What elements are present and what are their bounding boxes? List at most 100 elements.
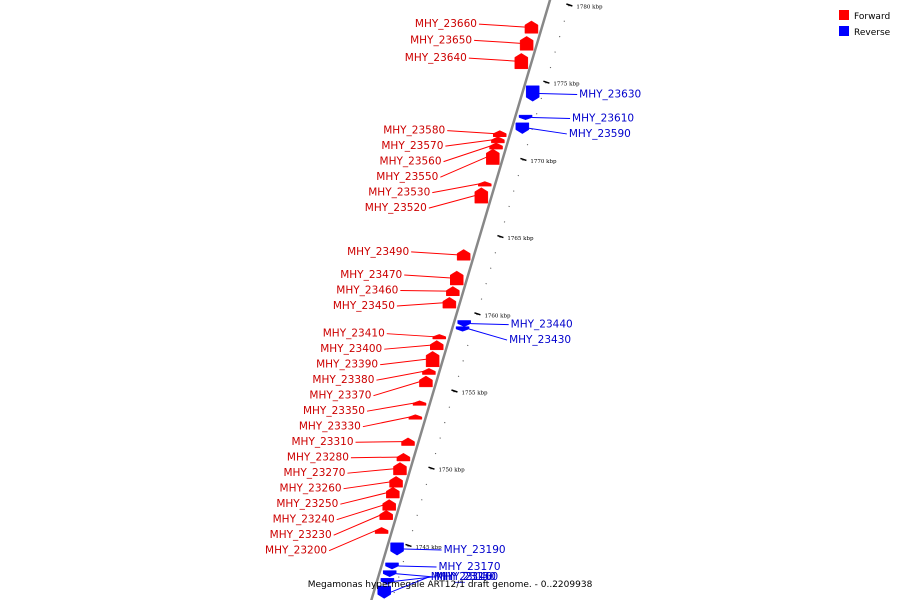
gene-label[interactable]: MHY_23660 xyxy=(415,18,477,30)
gene-arrow-mhy-23350[interactable] xyxy=(412,400,427,406)
leader-line xyxy=(443,145,491,163)
leader-line xyxy=(336,504,384,521)
gene-label[interactable]: MHY_23140 xyxy=(431,571,493,583)
gene-label[interactable]: MHY_23650 xyxy=(410,34,472,46)
leader-line xyxy=(440,156,488,178)
major-tick xyxy=(497,234,504,239)
gene-arrow-mhy-23310[interactable] xyxy=(401,437,415,446)
gene-arrow-mhy-23380[interactable] xyxy=(422,368,436,375)
gene-arrow-mhy-23240[interactable] xyxy=(382,499,396,511)
gene-arrow-mhy-23650[interactable] xyxy=(519,36,534,51)
gene-label[interactable]: MHY_23570 xyxy=(381,140,443,152)
gene-arrow-mhy-23400[interactable] xyxy=(430,340,444,351)
gene-arrow-mhy-23440[interactable] xyxy=(457,320,471,327)
gene-arrow-mhy-23580[interactable] xyxy=(492,130,507,137)
gene-arrow-mhy-23560[interactable] xyxy=(489,142,503,150)
minor-tick xyxy=(448,406,451,408)
leader-line xyxy=(366,402,415,412)
gene-label[interactable]: MHY_23330 xyxy=(299,421,361,433)
gene-label[interactable]: MHY_23400 xyxy=(320,343,382,355)
leader-line xyxy=(350,456,398,459)
gene-label[interactable]: MHY_23380 xyxy=(312,374,374,386)
gene-label[interactable]: MHY_23560 xyxy=(380,156,442,168)
gene-arrow-mhy-23460[interactable] xyxy=(446,286,460,297)
gene-arrow-mhy-23550[interactable] xyxy=(486,148,500,165)
gene-label[interactable]: MHY_23370 xyxy=(309,390,371,402)
gene-arrow-mhy-23200[interactable] xyxy=(374,527,389,534)
gene-arrow-mhy-23150[interactable] xyxy=(380,578,395,585)
gene-label[interactable]: MHY_23310 xyxy=(291,436,353,448)
gene-arrow-mhy-23190[interactable] xyxy=(390,542,404,556)
leader-line xyxy=(539,93,578,96)
gene-arrow-mhy-23530[interactable] xyxy=(478,181,492,187)
minor-tick xyxy=(526,144,529,146)
gene-label[interactable]: MHY_23190 xyxy=(444,544,506,556)
gene-label[interactable]: MHY_23270 xyxy=(283,467,345,479)
gene-arrow-mhy-23660[interactable] xyxy=(524,20,539,34)
gene-label[interactable]: MHY_23530 xyxy=(368,187,430,199)
gene-label[interactable]: MHY_23150 xyxy=(434,571,496,583)
gene-label[interactable]: MHY_23430 xyxy=(509,334,571,346)
gene-arrow-mhy-23330[interactable] xyxy=(408,414,423,420)
gene-arrow-mhy-23390[interactable] xyxy=(425,351,440,368)
gene-label[interactable]: MHY_23200 xyxy=(265,545,327,557)
gene-labels: MHY_23660 MHY_23650 MHY_23640 MHY_23580 MHY_… xyxy=(265,18,641,583)
minor-tick xyxy=(398,576,400,578)
gene-label[interactable]: MHY_23160 xyxy=(436,571,498,583)
leader-line xyxy=(400,290,448,292)
gene-arrow-mhy-23610[interactable] xyxy=(518,114,533,121)
gene-label[interactable]: MHY_23230 xyxy=(270,529,332,541)
legend-label-reverse: Reverse xyxy=(854,28,891,38)
gene-label[interactable]: MHY_23490 xyxy=(347,246,409,258)
gene-arrow-mhy-23170[interactable] xyxy=(385,562,399,570)
gene-label[interactable]: MHY_23240 xyxy=(273,514,335,526)
minor-tick xyxy=(545,82,547,84)
gene-arrow-mhy-23470[interactable] xyxy=(449,270,464,286)
gene-label[interactable]: MHY_23440 xyxy=(511,319,573,331)
gene-arrow-mhy-23160[interactable] xyxy=(382,570,397,578)
gene-label[interactable]: MHY_23610 xyxy=(572,112,634,124)
gene-arrow-mhy-23630[interactable] xyxy=(525,85,540,102)
gene-arrow-mhy-23490[interactable] xyxy=(456,249,471,261)
minor-tick xyxy=(439,437,441,439)
minor-tick xyxy=(494,252,497,254)
gene-arrow-mhy-23590[interactable] xyxy=(515,122,530,134)
gene-arrow-mhy-23370[interactable] xyxy=(419,375,433,388)
gene-arrow-mhy-23640[interactable] xyxy=(514,53,529,70)
gene-label[interactable]: MHY_23450 xyxy=(333,300,395,312)
minor-tick xyxy=(558,35,561,38)
leader-line xyxy=(445,139,493,147)
gene-label[interactable]: MHY_23640 xyxy=(405,52,467,64)
leader-line xyxy=(411,251,459,256)
leader-line xyxy=(396,302,444,307)
gene-arrow-mhy-23410[interactable] xyxy=(432,334,447,340)
gene-label[interactable]: MHY_23280 xyxy=(287,452,349,464)
gene-arrow-mhy-23450[interactable] xyxy=(442,297,457,309)
leader-line xyxy=(347,468,395,474)
gene-label[interactable]: MHY_23460 xyxy=(336,285,398,297)
gene-arrow-mhy-23140[interactable] xyxy=(377,585,391,599)
major-tick xyxy=(566,3,573,7)
gene-label[interactable]: MHY_23170 xyxy=(439,561,501,573)
gene-label[interactable]: MHY_23550 xyxy=(376,171,438,183)
gene-label[interactable]: MHY_23520 xyxy=(365,202,427,214)
gene-arrow-mhy-23280[interactable] xyxy=(396,452,411,462)
gene-label[interactable]: MHY_23580 xyxy=(383,125,445,137)
gene-arrow-mhy-23230[interactable] xyxy=(379,510,393,520)
gene-arrow-mhy-23270[interactable] xyxy=(393,462,407,476)
gene-label[interactable]: MHY_23260 xyxy=(280,483,342,495)
gene-label[interactable]: MHY_23250 xyxy=(276,498,338,510)
minor-tick xyxy=(490,267,492,269)
gene-arrow-mhy-23250[interactable] xyxy=(386,486,400,499)
minor-tick xyxy=(453,391,455,393)
gene-arrow-mhy-23520[interactable] xyxy=(474,187,489,204)
gene-label[interactable]: MHY_23410 xyxy=(323,328,385,340)
gene-label[interactable]: MHY_23390 xyxy=(316,359,378,371)
gene-label[interactable]: MHY_23350 xyxy=(303,405,365,417)
gene-arrow-mhy-23570[interactable] xyxy=(491,136,505,144)
gene-label[interactable]: MHY_23470 xyxy=(340,269,402,281)
gene-arrow-mhy-23430[interactable] xyxy=(455,326,470,332)
gene-label[interactable]: MHY_23590 xyxy=(569,128,631,140)
gene-label[interactable]: MHY_23630 xyxy=(579,89,641,101)
gene-arrow-mhy-23260[interactable] xyxy=(389,476,403,488)
